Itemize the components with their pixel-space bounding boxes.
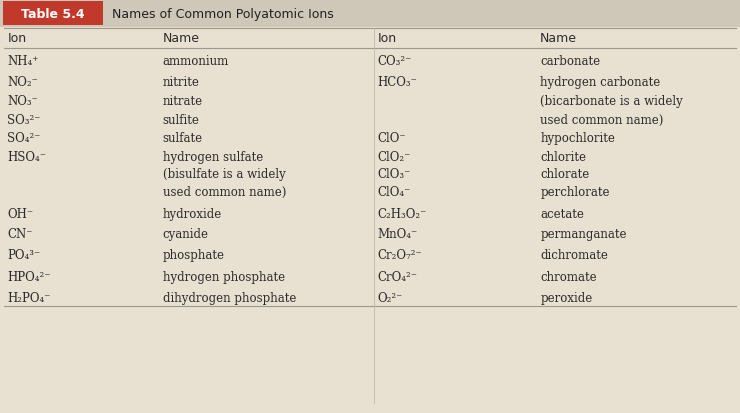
Text: nitrate: nitrate bbox=[163, 95, 203, 108]
Text: MnO₄⁻: MnO₄⁻ bbox=[377, 228, 417, 241]
Text: CO₃²⁻: CO₃²⁻ bbox=[377, 55, 411, 68]
Text: (bisulfate is a widely: (bisulfate is a widely bbox=[163, 168, 286, 181]
Text: Ion: Ion bbox=[377, 32, 397, 45]
Text: Cr₂O₇²⁻: Cr₂O₇²⁻ bbox=[377, 249, 422, 262]
Text: acetate: acetate bbox=[540, 207, 584, 220]
Text: hydroxide: hydroxide bbox=[163, 207, 222, 220]
Text: nitrite: nitrite bbox=[163, 76, 200, 89]
Text: PO₄³⁻: PO₄³⁻ bbox=[7, 249, 41, 262]
Text: SO₃²⁻: SO₃²⁻ bbox=[7, 113, 41, 126]
Text: used common name): used common name) bbox=[163, 185, 286, 199]
Text: hypochlorite: hypochlorite bbox=[540, 132, 615, 145]
Text: chlorite: chlorite bbox=[540, 150, 586, 164]
Text: hydrogen sulfate: hydrogen sulfate bbox=[163, 150, 263, 164]
Text: OH⁻: OH⁻ bbox=[7, 207, 33, 220]
FancyBboxPatch shape bbox=[0, 0, 740, 28]
Text: dichromate: dichromate bbox=[540, 249, 608, 262]
Text: dihydrogen phosphate: dihydrogen phosphate bbox=[163, 291, 296, 304]
Text: CN⁻: CN⁻ bbox=[7, 228, 33, 241]
Text: perchlorate: perchlorate bbox=[540, 185, 610, 199]
Text: ClO₂⁻: ClO₂⁻ bbox=[377, 150, 411, 164]
FancyBboxPatch shape bbox=[3, 2, 103, 26]
Text: Name: Name bbox=[540, 32, 577, 45]
Text: carbonate: carbonate bbox=[540, 55, 600, 68]
Text: sulfite: sulfite bbox=[163, 113, 200, 126]
Text: NO₂⁻: NO₂⁻ bbox=[7, 76, 38, 89]
Text: Name: Name bbox=[163, 32, 200, 45]
Text: NO₃⁻: NO₃⁻ bbox=[7, 95, 38, 108]
Text: Ion: Ion bbox=[7, 32, 27, 45]
Text: chlorate: chlorate bbox=[540, 168, 590, 181]
Text: phosphate: phosphate bbox=[163, 249, 225, 262]
Text: ClO₃⁻: ClO₃⁻ bbox=[377, 168, 411, 181]
Text: permanganate: permanganate bbox=[540, 228, 627, 241]
Text: C₂H₃O₂⁻: C₂H₃O₂⁻ bbox=[377, 207, 427, 220]
Text: chromate: chromate bbox=[540, 270, 597, 283]
Text: used common name): used common name) bbox=[540, 113, 664, 126]
Text: hydrogen carbonate: hydrogen carbonate bbox=[540, 76, 660, 89]
Text: CrO₄²⁻: CrO₄²⁻ bbox=[377, 270, 417, 283]
Text: sulfate: sulfate bbox=[163, 132, 203, 145]
Text: NH₄⁺: NH₄⁺ bbox=[7, 55, 38, 68]
Text: Table 5.4: Table 5.4 bbox=[21, 7, 84, 21]
Text: HPO₄²⁻: HPO₄²⁻ bbox=[7, 270, 51, 283]
Text: ammonium: ammonium bbox=[163, 55, 229, 68]
Text: ClO⁻: ClO⁻ bbox=[377, 132, 406, 145]
Text: cyanide: cyanide bbox=[163, 228, 209, 241]
Text: HSO₄⁻: HSO₄⁻ bbox=[7, 150, 47, 164]
Text: (bicarbonate is a widely: (bicarbonate is a widely bbox=[540, 95, 683, 108]
Text: SO₄²⁻: SO₄²⁻ bbox=[7, 132, 41, 145]
Text: HCO₃⁻: HCO₃⁻ bbox=[377, 76, 417, 89]
Text: peroxide: peroxide bbox=[540, 291, 593, 304]
Text: O₂²⁻: O₂²⁻ bbox=[377, 291, 403, 304]
Text: hydrogen phosphate: hydrogen phosphate bbox=[163, 270, 285, 283]
Text: H₂PO₄⁻: H₂PO₄⁻ bbox=[7, 291, 51, 304]
Text: Names of Common Polyatomic Ions: Names of Common Polyatomic Ions bbox=[112, 7, 334, 21]
Text: ClO₄⁻: ClO₄⁻ bbox=[377, 185, 411, 199]
